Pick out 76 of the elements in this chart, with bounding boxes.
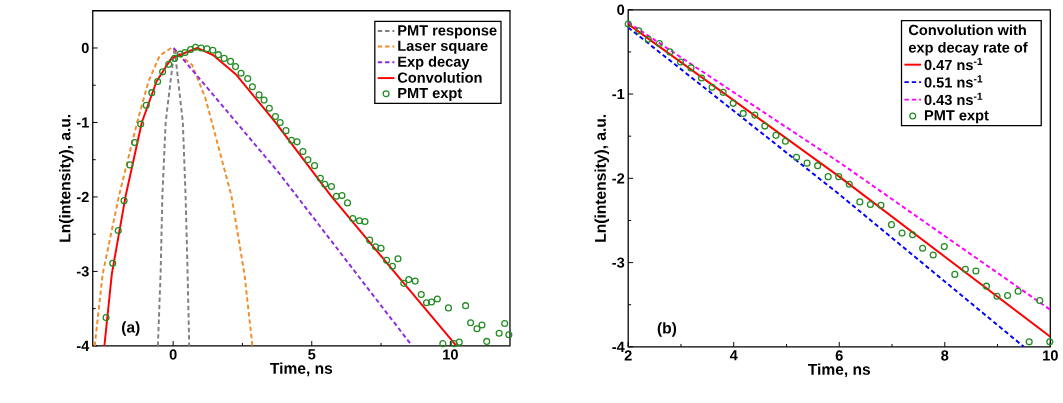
- point: [655, 40, 663, 48]
- point: [1025, 338, 1033, 346]
- legend-label: Exp decay: [398, 56, 470, 70]
- point: [856, 198, 864, 206]
- y-tick-label: -1: [76, 117, 89, 128]
- point: [719, 89, 727, 97]
- legend-label: PMT response: [398, 25, 497, 39]
- point: [814, 162, 822, 170]
- y-tick-label: 0: [81, 43, 89, 54]
- y-tick-label: -2: [76, 192, 89, 203]
- point: [1004, 292, 1012, 300]
- y-tick-label: -2: [612, 173, 625, 184]
- legend-label: PMT expt: [924, 110, 989, 124]
- x-tick-label: 8: [941, 350, 949, 361]
- annotation: (a): [122, 321, 140, 336]
- point: [792, 153, 801, 162]
- point: [739, 110, 747, 118]
- point: [961, 265, 969, 274]
- point: [666, 48, 674, 56]
- point: [951, 271, 959, 279]
- point: [824, 173, 832, 181]
- legend-label: PMT expt: [398, 88, 462, 102]
- point: [887, 221, 896, 229]
- legend-label: 0.51 ns$^{-1}$: [924, 75, 983, 88]
- point: [909, 231, 917, 239]
- y-axis-title: Ln(intensity), a.u.: [594, 115, 610, 242]
- legend-label: Convolution: [397, 72, 482, 84]
- point: [687, 64, 695, 72]
- point: [845, 180, 853, 189]
- annotation: (b): [657, 322, 677, 337]
- y-tick-label: 0: [617, 4, 625, 16]
- legend-label: 0.43 ns$^{-1}$: [924, 93, 983, 106]
- x-tick-label: 0: [169, 349, 177, 360]
- point: [919, 244, 927, 253]
- y-tick-label: -4: [612, 342, 625, 353]
- y-tick-label: -3: [76, 266, 89, 277]
- point: [803, 159, 811, 167]
- point: [972, 267, 980, 275]
- point: [877, 201, 885, 210]
- point: [635, 27, 643, 35]
- x-tick-label: 6: [835, 350, 843, 361]
- x-tick-label: 4: [729, 350, 738, 361]
- y-tick-label: -3: [612, 257, 625, 268]
- point: [644, 35, 652, 44]
- point: [676, 58, 685, 66]
- point: [835, 173, 843, 181]
- point: [624, 20, 632, 28]
- point: [1014, 287, 1022, 296]
- point: [772, 131, 780, 140]
- point: [761, 122, 769, 130]
- x-axis-title: Time, ns: [270, 362, 333, 377]
- point: [929, 251, 937, 259]
- legend-label: 0.47 ns$^{-1}$: [924, 58, 983, 71]
- x-axis-title: Time, ns: [807, 363, 871, 378]
- line-series: [156, 47, 191, 347]
- point: [781, 137, 790, 146]
- x-tick-label: 10: [1043, 350, 1058, 361]
- point: [751, 111, 759, 119]
- point: [1046, 338, 1054, 346]
- point: [898, 229, 906, 237]
- point: [940, 243, 948, 251]
- point: [982, 282, 991, 290]
- point: [866, 201, 874, 209]
- point: [708, 83, 716, 92]
- point: [729, 99, 737, 108]
- point: [1036, 297, 1044, 305]
- legend-label: Laser square: [398, 40, 488, 55]
- y-axis-title: Ln(intensity), a.u.: [59, 115, 74, 242]
- legend-title: Convolution with exp decay rate of: [908, 24, 1028, 56]
- point: [993, 292, 1001, 301]
- x-tick-label: 10: [443, 349, 458, 360]
- point: [697, 74, 706, 82]
- y-tick-label: -4: [76, 341, 90, 352]
- y-tick-label: -1: [612, 89, 625, 100]
- x-tick-label: 2: [624, 350, 632, 361]
- x-tick-label: 5: [308, 349, 316, 360]
